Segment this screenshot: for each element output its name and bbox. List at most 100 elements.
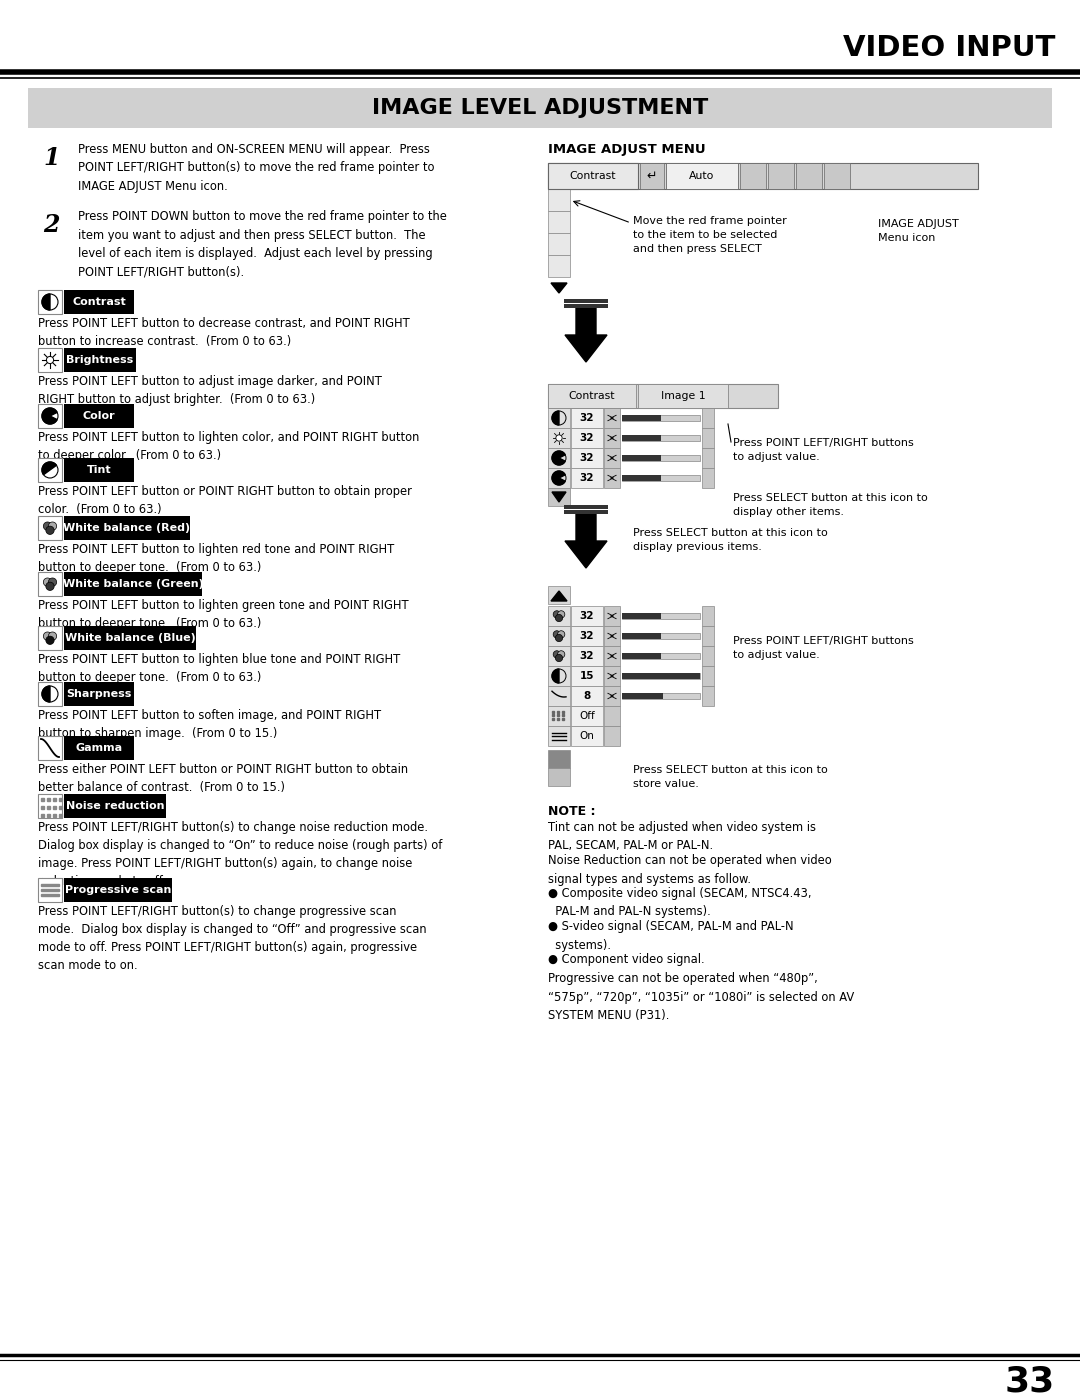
Bar [638, 384, 728, 408]
Text: Image 1: Image 1 [661, 391, 705, 401]
Text: Press POINT LEFT/RIGHT buttons
to adjust value.: Press POINT LEFT/RIGHT buttons to adjust… [733, 636, 914, 659]
Text: 33: 33 [1004, 1365, 1055, 1397]
Circle shape [553, 651, 561, 658]
Bar [702, 448, 714, 468]
Text: Sharpness: Sharpness [66, 689, 132, 698]
Bar [64, 626, 195, 650]
Bar [564, 305, 608, 307]
Text: Progressive can not be operated when “480p”,
“575p”, “720p”, “1035i” or “1080i” : Progressive can not be operated when “48… [548, 972, 854, 1023]
Text: 32: 32 [580, 610, 594, 622]
Bar [702, 408, 714, 427]
Bar [548, 606, 570, 626]
Text: White balance (Blue): White balance (Blue) [65, 633, 195, 643]
Bar [557, 718, 559, 719]
Bar [548, 448, 570, 468]
Bar [604, 645, 620, 666]
Bar [548, 768, 570, 787]
Bar [702, 645, 714, 666]
Bar [622, 652, 700, 659]
Text: 32: 32 [580, 631, 594, 641]
Circle shape [49, 578, 56, 587]
Bar [604, 666, 620, 686]
Bar [604, 468, 620, 488]
Text: Press SELECT button at this icon to
display previous items.: Press SELECT button at this icon to disp… [633, 528, 827, 552]
Text: ● S-video signal (SECAM, PAL-M and PAL-N
  systems).: ● S-video signal (SECAM, PAL-M and PAL-N… [548, 921, 794, 951]
Bar [48, 798, 50, 800]
Bar [28, 88, 1052, 129]
Circle shape [556, 434, 563, 441]
Circle shape [555, 654, 563, 662]
Bar [622, 693, 663, 698]
Polygon shape [565, 513, 607, 569]
Text: 32: 32 [580, 474, 594, 483]
Bar [564, 504, 608, 509]
Bar [38, 458, 62, 482]
Bar [571, 705, 603, 726]
Text: ● Component video signal.: ● Component video signal. [548, 953, 704, 965]
Bar [59, 814, 62, 816]
Bar [53, 798, 55, 800]
Text: Move the red frame pointer
to the item to be selected
and then press SELECT: Move the red frame pointer to the item t… [633, 217, 786, 254]
Bar [622, 475, 661, 481]
Bar [604, 408, 620, 427]
Circle shape [43, 578, 52, 587]
Bar [38, 793, 62, 819]
Bar [548, 705, 570, 726]
Bar [604, 448, 620, 468]
Bar [41, 894, 59, 895]
Bar [41, 806, 43, 809]
Bar [571, 408, 603, 427]
Bar [548, 585, 570, 604]
Bar [604, 626, 620, 645]
Text: Press POINT LEFT button to lighten green tone and POINT RIGHT
button to deeper t: Press POINT LEFT button to lighten green… [38, 599, 408, 630]
Text: Brightness: Brightness [66, 355, 134, 365]
Polygon shape [42, 408, 57, 425]
Polygon shape [552, 492, 566, 502]
Bar [571, 606, 603, 626]
Circle shape [557, 630, 565, 638]
Circle shape [553, 630, 561, 638]
Bar [41, 884, 59, 886]
Text: Press MENU button and ON-SCREEN MENU will appear.  Press
POINT LEFT/RIGHT button: Press MENU button and ON-SCREEN MENU wil… [78, 142, 434, 193]
Polygon shape [552, 411, 559, 425]
Bar [604, 427, 620, 448]
Text: Press POINT LEFT button or POINT RIGHT button to obtain proper
color.  (From 0 t: Press POINT LEFT button or POINT RIGHT b… [38, 485, 411, 515]
Text: Press POINT LEFT/RIGHT button(s) to change noise reduction mode.
Dialog box disp: Press POINT LEFT/RIGHT button(s) to chan… [38, 821, 443, 888]
Bar [548, 488, 570, 506]
Circle shape [43, 522, 52, 531]
Polygon shape [42, 293, 50, 310]
Bar [548, 189, 570, 211]
Polygon shape [42, 462, 56, 475]
Bar [571, 666, 603, 686]
Bar [548, 726, 570, 746]
Bar [38, 515, 62, 541]
Text: 8: 8 [583, 692, 591, 701]
Bar [53, 806, 55, 809]
Circle shape [45, 527, 54, 535]
Bar [548, 384, 778, 408]
Text: Press SELECT button at this icon to
store value.: Press SELECT button at this icon to stor… [633, 766, 827, 789]
Bar [548, 408, 570, 427]
Text: Noise reduction: Noise reduction [66, 800, 164, 812]
Text: Contrast: Contrast [72, 298, 126, 307]
Bar [38, 571, 62, 597]
Text: Gamma: Gamma [76, 743, 122, 753]
Bar [38, 348, 62, 372]
Bar [571, 645, 603, 666]
Text: Press POINT LEFT/RIGHT button(s) to change progressive scan
mode.  Dialog box di: Press POINT LEFT/RIGHT button(s) to chan… [38, 905, 427, 972]
Text: 32: 32 [580, 433, 594, 443]
Text: Tint: Tint [86, 465, 111, 475]
Bar [796, 163, 822, 189]
Bar [552, 718, 554, 719]
Bar [571, 427, 603, 448]
Bar [622, 633, 700, 638]
Bar [48, 806, 50, 809]
Bar [604, 705, 620, 726]
Bar [571, 626, 603, 645]
Polygon shape [551, 284, 567, 293]
Bar [64, 291, 134, 314]
Bar [548, 211, 570, 233]
Bar [622, 434, 661, 441]
Text: Color: Color [83, 411, 116, 420]
Text: 2: 2 [43, 212, 59, 237]
